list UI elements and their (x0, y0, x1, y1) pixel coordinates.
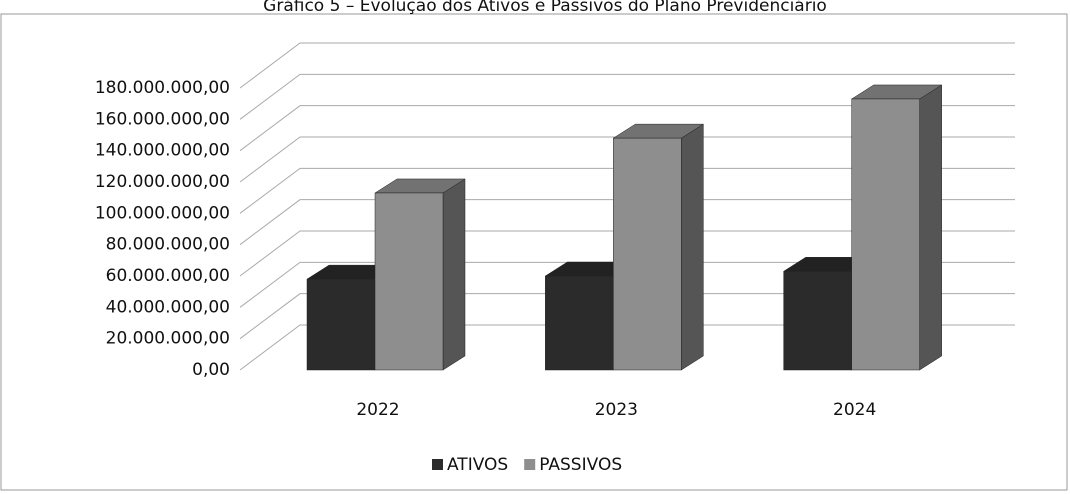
legend-swatch (432, 459, 443, 470)
grid-line (239, 42, 1015, 89)
legend-label: ATIVOS (447, 455, 508, 475)
y-tick-label: 60.000.000,00 (106, 266, 230, 286)
bar-face (613, 137, 682, 371)
y-tick-label: 0,00 (192, 360, 230, 380)
bar (850, 84, 943, 371)
bar-face (545, 275, 614, 371)
bar-face (374, 192, 444, 371)
bar-face (919, 84, 942, 371)
y-tick-label: 40.000.000,00 (106, 297, 230, 317)
y-tick-label: 180.000.000,00 (95, 78, 230, 98)
x-tick-label: 2023 (595, 400, 638, 420)
grid-line (239, 136, 1015, 183)
chart-title: Gráfico 5 – Evolução dos Ativos e Passiv… (263, 0, 827, 16)
grid-line (239, 261, 1015, 308)
x-tick-label: 2022 (356, 400, 399, 420)
bar-face (306, 278, 376, 371)
grid-line (239, 167, 1015, 214)
grid-line (239, 199, 1015, 246)
grid-line (239, 324, 1015, 371)
y-tick-label: 100.000.000,00 (95, 203, 230, 223)
grid-line (239, 105, 1015, 152)
bar-face (851, 98, 920, 371)
grid-line (239, 230, 1015, 277)
legend-label: PASSIVOS (539, 455, 622, 475)
y-tick-label: 140.000.000,00 (95, 141, 230, 161)
x-tick-label: 2024 (833, 400, 876, 420)
bar-face (442, 178, 466, 371)
y-tick-label: 80.000.000,00 (106, 235, 230, 255)
chart-border (0, 13, 1068, 491)
bar (374, 178, 466, 371)
y-tick-label: 120.000.000,00 (95, 172, 230, 192)
bar-face (681, 123, 704, 371)
bar-face (783, 271, 852, 371)
legend-swatch (524, 459, 536, 470)
grid-line (239, 293, 1015, 340)
y-tick-label: 20.000.000,00 (106, 329, 230, 349)
grid-line (239, 73, 1015, 120)
y-tick-label: 160.000.000,00 (95, 109, 230, 129)
bar (612, 123, 705, 371)
